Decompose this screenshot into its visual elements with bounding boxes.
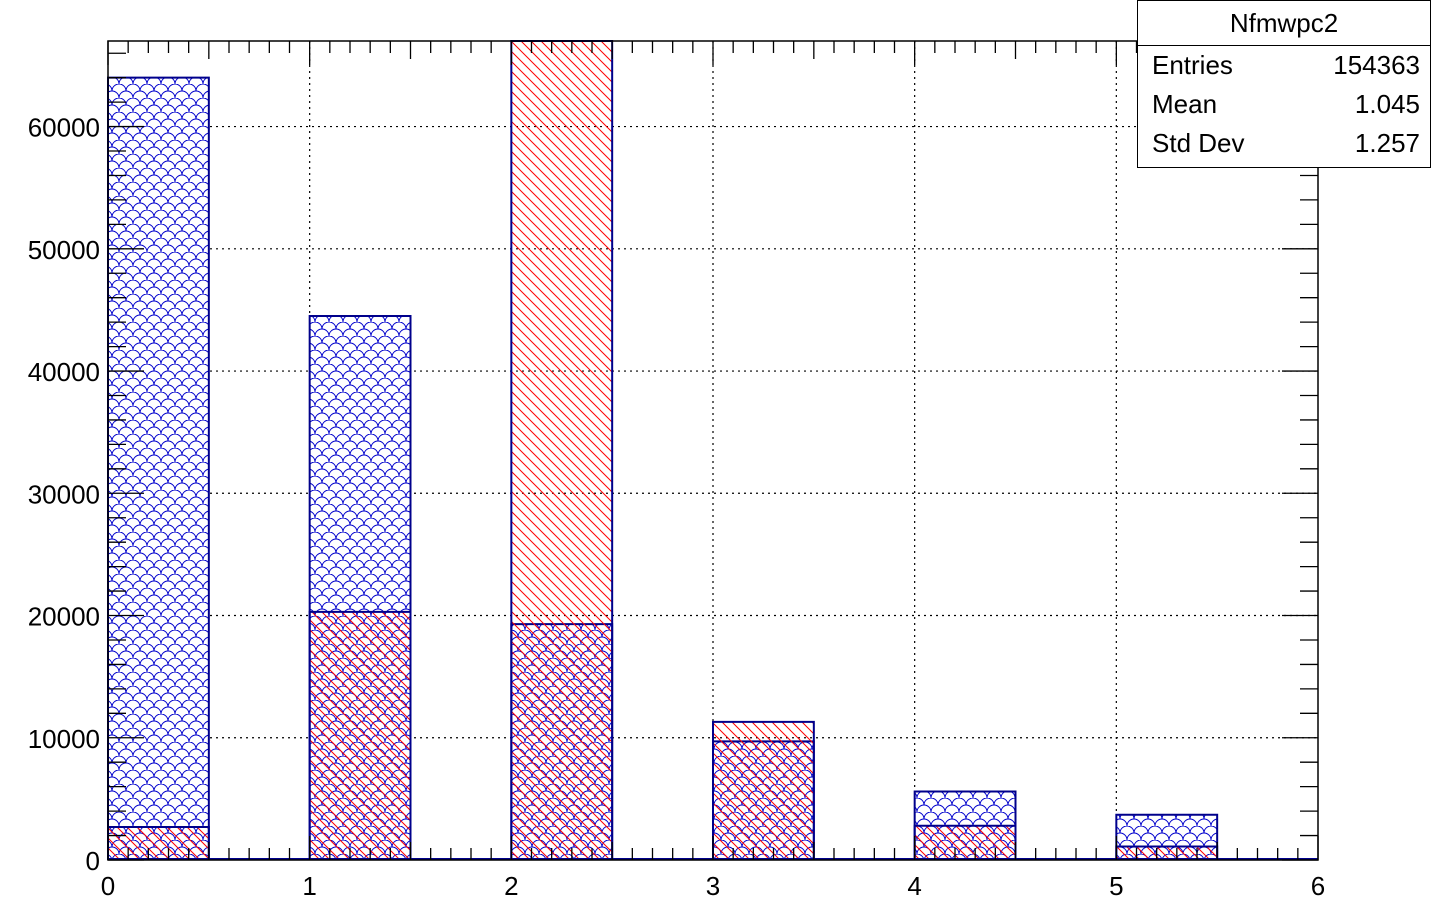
bar-red (1116, 846, 1218, 860)
y-tick-label: 0 (86, 846, 100, 876)
y-tick-label: 20000 (28, 602, 100, 632)
bar-red (108, 826, 209, 860)
bar-red (914, 825, 1016, 860)
bar-red (511, 41, 613, 860)
y-tick-label: 40000 (28, 357, 100, 387)
stat-row: Mean 1.045 (1138, 85, 1430, 124)
x-tick-label: 1 (302, 871, 316, 898)
x-tick-label: 2 (504, 871, 518, 898)
bar-red (309, 611, 411, 860)
stat-value: 154363 (1333, 50, 1420, 80)
stat-label: Entries (1152, 50, 1233, 80)
stat-label: Mean (1152, 89, 1218, 119)
stat-value: 1.045 (1354, 89, 1420, 119)
tick-labels: 0 1 2 3 4 5 6 0 10000 20000 30000 40000 50000 60000 (28, 113, 1326, 898)
y-tick-label: 60000 (28, 113, 100, 143)
axis-ticks (107, 41, 1319, 861)
stats-box: Nfmwpc2 Entries 154363 Mean 1.045 Std Dev 1.2… (1137, 0, 1431, 168)
stat-label: Std Dev (1152, 128, 1245, 158)
stats-rows: Entries 154363 Mean 1.045 Std Dev 1.257 (1138, 46, 1430, 163)
y-tick-label: 10000 (28, 724, 100, 754)
x-tick-label: 4 (907, 871, 921, 898)
x-tick-label: 3 (706, 871, 720, 898)
x-tick-label: 6 (1311, 871, 1325, 898)
bar-outline-red (308, 610, 412, 860)
x-tick-label: 5 (1109, 871, 1123, 898)
stat-row: Std Dev 1.257 (1138, 124, 1430, 163)
stat-row: Entries 154363 (1138, 46, 1430, 85)
bar-red (713, 721, 814, 860)
bar-outline-red (712, 720, 815, 860)
stats-title: Nfmwpc2 (1138, 1, 1430, 46)
x-tick-label: 0 (101, 871, 115, 898)
y-tick-label: 30000 (28, 479, 100, 509)
stat-value: 1.257 (1354, 128, 1420, 158)
y-tick-label: 50000 (28, 235, 100, 265)
histogram-bars (107, 40, 1318, 861)
bar-outline-blue (308, 315, 412, 860)
